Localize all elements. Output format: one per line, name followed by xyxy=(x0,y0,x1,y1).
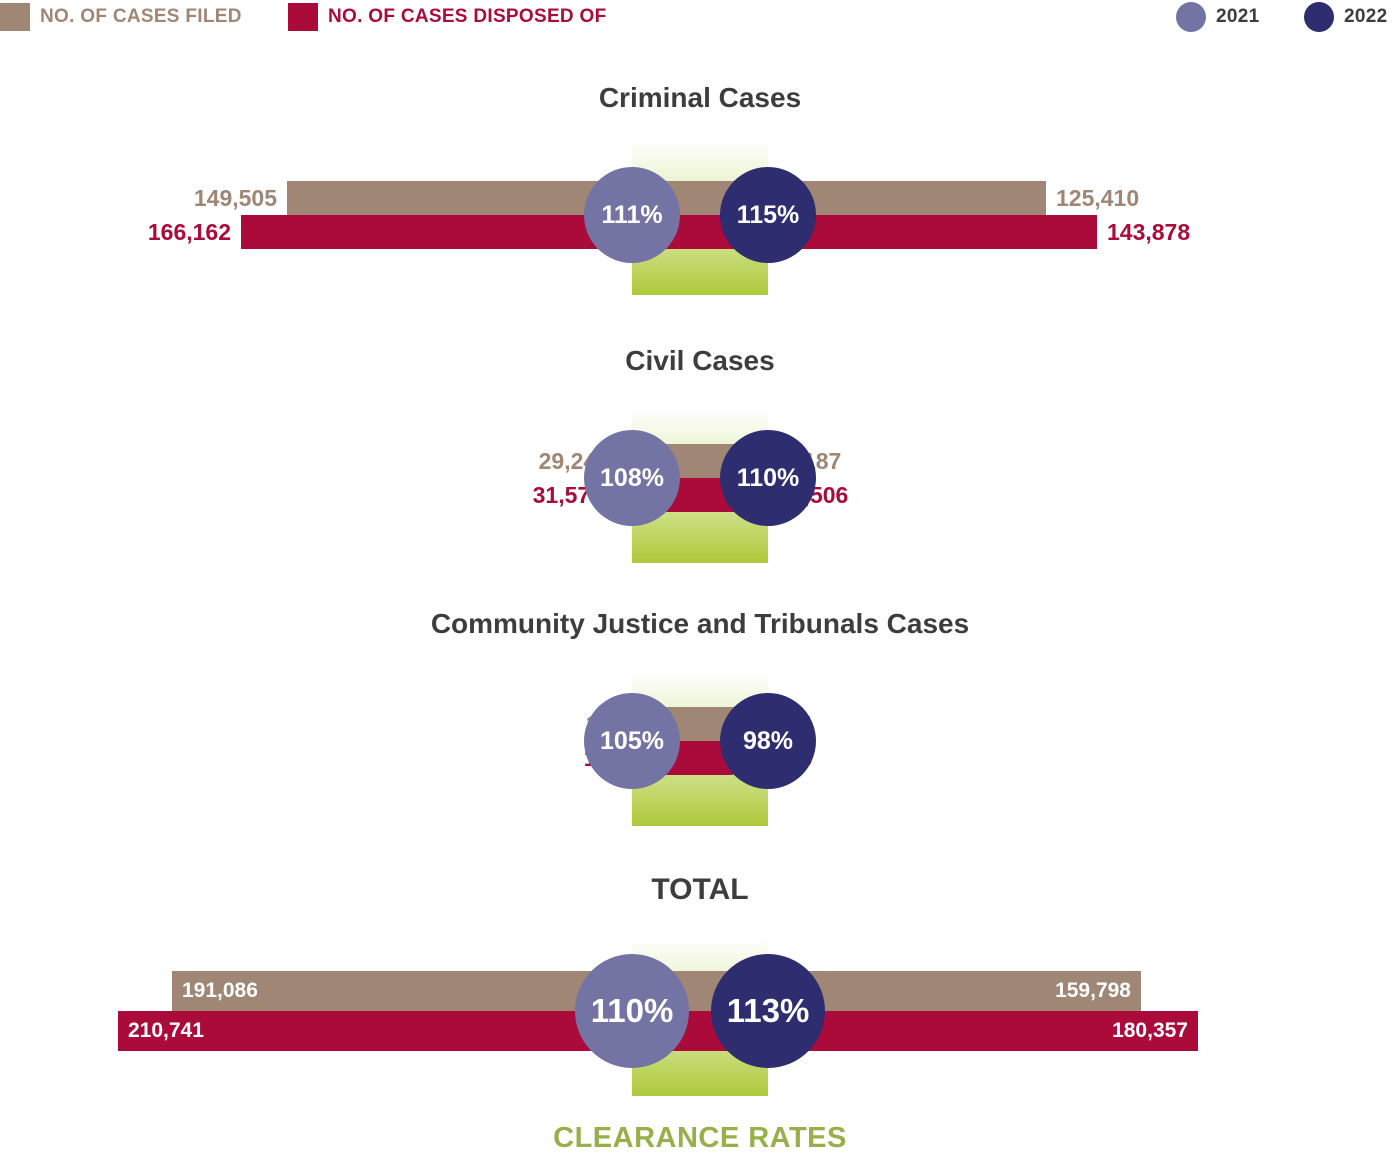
legend-2022: 2022 xyxy=(1304,2,1387,32)
total-label-disposed-2022: 180,357 xyxy=(1112,1019,1188,1042)
criminal-label-disposed-2022: 143,878 xyxy=(1107,219,1191,245)
community-justice-title: Community Justice and Tribunals Cases xyxy=(430,608,970,639)
legend-2022-label: 2022 xyxy=(1344,6,1388,27)
legend-2021-dot xyxy=(1176,2,1206,32)
clearance-rates-caption: CLEARANCE RATES xyxy=(553,1122,847,1153)
total-rate-2021: 110% xyxy=(575,954,689,1068)
legend-filed-label: NO. OF CASES FILED xyxy=(40,6,242,27)
total-label-disposed-2021: 210,741 xyxy=(128,1019,204,1042)
total-title: TOTAL xyxy=(651,873,749,906)
criminal-label-disposed-2021: 166,162 xyxy=(147,219,231,245)
legend-filed: NO. OF CASES FILED xyxy=(0,2,242,32)
total-label-filed-2021: 191,086 xyxy=(182,979,258,1002)
legend-2021-label: 2021 xyxy=(1216,6,1260,27)
civil-rate-2021: 108% xyxy=(584,430,680,526)
community-justice-rate-2022: 98% xyxy=(720,693,816,789)
criminal-label-filed-2021: 149,505 xyxy=(193,185,277,211)
civil-title: Civil Cases xyxy=(625,345,775,376)
legend-filed-swatch xyxy=(0,3,30,31)
total-rate-2022: 113% xyxy=(711,954,825,1068)
community-justice-rate-2021: 105% xyxy=(584,693,680,789)
legend-disposed: NO. OF CASES DISPOSED OF xyxy=(288,2,607,32)
criminal-title: Criminal Cases xyxy=(598,82,802,113)
legend-disposed-swatch xyxy=(288,3,318,31)
criminal-rate-2021: 111% xyxy=(584,167,680,263)
criminal-label-filed-2022: 125,410 xyxy=(1056,185,1140,211)
total-label-filed-2022: 159,798 xyxy=(1055,979,1131,1002)
legend-2021: 2021 xyxy=(1176,2,1259,32)
legend-2022-dot xyxy=(1304,2,1334,32)
legend-disposed-label: NO. OF CASES DISPOSED OF xyxy=(328,6,607,27)
civil-rate-2022: 110% xyxy=(720,430,816,526)
criminal-rate-2022: 115% xyxy=(720,167,816,263)
